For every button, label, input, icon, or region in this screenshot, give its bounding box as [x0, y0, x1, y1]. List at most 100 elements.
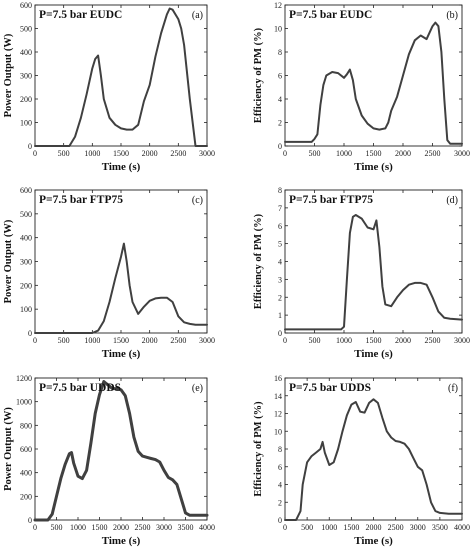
y-tick-label: 8 — [278, 48, 282, 57]
y-tick-label: 600 — [20, 445, 32, 454]
x-tick-label: 500 — [58, 149, 70, 158]
chart-panel-f: 0 500 1000 1500 2000 2500 3000 3500 4000 0 2 4 6 8 10 1… — [253, 374, 470, 547]
x-axis-label: Time (s) — [102, 161, 141, 173]
x-tick-label: 0 — [283, 336, 287, 345]
x-tick-label: 3000 — [199, 336, 215, 345]
x-tick-label: 2500 — [388, 523, 404, 532]
x-tick-label: 2000 — [366, 523, 382, 532]
y-tick-label: 3 — [278, 275, 282, 284]
y-tick-label: 1200 — [16, 374, 32, 383]
y-tick-label: 600 — [20, 186, 32, 195]
y-tick-label: 200 — [20, 95, 32, 104]
x-axis-label: Time (s) — [354, 348, 393, 360]
x-tick-label: 1000 — [84, 149, 100, 158]
y-tick-label: 1 — [278, 311, 282, 320]
x-tick-label: 1500 — [113, 336, 129, 345]
plot-frame — [284, 4, 463, 147]
plot-frame — [34, 189, 208, 334]
x-tick-label: 4000 — [199, 523, 215, 532]
x-axis-label: Time (s) — [354, 535, 393, 547]
y-axis-label: Power Output (W) — [3, 219, 14, 303]
y-tick-label: 800 — [20, 421, 32, 430]
y-tick-label: 300 — [20, 258, 32, 267]
y-tick-label: 6 — [278, 72, 282, 81]
x-tick-label: 2000 — [142, 149, 158, 158]
y-tick-label: 0 — [278, 516, 282, 525]
x-tick-label: 500 — [58, 336, 70, 345]
x-tick-label: 500 — [51, 523, 63, 532]
x-tick-label: 1000 — [336, 336, 352, 345]
x-tick-label: 3000 — [410, 523, 426, 532]
y-tick-label: 400 — [20, 234, 32, 243]
x-tick-label: 1500 — [366, 149, 382, 158]
chart-panel-a: 0 500 1000 1500 2000 2500 3000 0 100 200 300 400 500… — [3, 1, 215, 173]
x-axis-label: Time (s) — [102, 535, 141, 547]
y-tick-label: 100 — [20, 119, 32, 128]
y-tick-label: 16 — [274, 374, 282, 383]
y-tick-label: 8 — [278, 186, 282, 195]
y-tick-label: 0 — [28, 329, 32, 338]
y-tick-label: 0 — [28, 516, 32, 525]
series-line-d — [284, 214, 463, 331]
y-tick-label: 200 — [20, 281, 32, 290]
y-tick-label: 5 — [278, 240, 282, 249]
chart-panel-e: 0 500 1000 1500 2000 2500 3000 3500 4000 0 200 400 6… — [3, 374, 215, 547]
panel-label: (e) — [192, 383, 203, 394]
series-line-f — [284, 398, 463, 521]
series-line-c — [34, 242, 208, 334]
y-tick-label: 600 — [20, 1, 32, 10]
y-tick-label: 400 — [20, 469, 32, 478]
y-tick-label: 500 — [20, 210, 32, 219]
x-tick-label: 1000 — [70, 523, 86, 532]
chart-panel-d: 0 500 1000 1500 2000 2500 3000 0 1 2 3 4 5 6 7 8 P=7.5 b… — [253, 186, 470, 360]
x-tick-label: 2000 — [142, 336, 158, 345]
y-tick-label: 12 — [274, 1, 282, 10]
y-tick-label: 6 — [278, 222, 282, 231]
y-tick-label: 4 — [278, 258, 282, 267]
y-tick-label: 300 — [20, 72, 32, 81]
x-tick-label: 3000 — [199, 149, 215, 158]
x-tick-label: 500 — [309, 336, 321, 345]
x-tick-label: 2000 — [395, 149, 411, 158]
x-tick-label: 1000 — [321, 523, 337, 532]
y-tick-label: 500 — [20, 25, 32, 34]
x-tick-label: 1500 — [92, 523, 108, 532]
chart-panel-b: 0 500 1000 1500 2000 2500 3000 0 2 4 6 8 10 12 P=7.5 b… — [253, 1, 470, 173]
y-tick-label: 10 — [274, 427, 282, 436]
y-tick-label: 2 — [278, 293, 282, 302]
x-tick-label: 2500 — [135, 523, 151, 532]
x-tick-label: 3500 — [432, 523, 448, 532]
y-tick-label: 2 — [278, 498, 282, 507]
chart-title: P=7.5 bar EUDC — [39, 9, 122, 21]
x-tick-label: 2000 — [395, 336, 411, 345]
chart-title: P=7.5 bar EUDC — [289, 9, 372, 21]
chart-title: P=7.5 bar FTP75 — [289, 194, 373, 206]
x-tick-label: 3000 — [454, 336, 470, 345]
y-tick-label: 0 — [28, 142, 32, 151]
x-tick-label: 0 — [283, 523, 287, 532]
y-tick-label: 200 — [20, 492, 32, 501]
x-tick-label: 1500 — [366, 336, 382, 345]
y-tick-label: 4 — [278, 481, 282, 490]
x-tick-label: 0 — [283, 149, 287, 158]
y-axis-label: Power Output (W) — [3, 33, 14, 117]
x-tick-label: 500 — [301, 523, 313, 532]
x-axis-label: Time (s) — [102, 348, 141, 360]
x-axis-label: Time (s) — [354, 161, 393, 173]
y-tick-label: 100 — [20, 305, 32, 314]
x-tick-label: 3000 — [156, 523, 172, 532]
x-tick-label: 0 — [33, 336, 37, 345]
y-tick-label: 4 — [278, 95, 282, 104]
y-tick-label: 0 — [278, 329, 282, 338]
panel-label: (c) — [192, 195, 203, 206]
y-tick-label: 0 — [278, 142, 282, 151]
panel-label: (f) — [448, 383, 458, 394]
series-line-e — [33, 380, 209, 522]
x-tick-label: 3000 — [454, 149, 470, 158]
panel-label: (d) — [446, 195, 458, 206]
y-tick-label: 1000 — [16, 398, 32, 407]
y-tick-label: 6 — [278, 463, 282, 472]
x-tick-label: 2500 — [425, 336, 441, 345]
x-tick-label: 2000 — [113, 523, 129, 532]
